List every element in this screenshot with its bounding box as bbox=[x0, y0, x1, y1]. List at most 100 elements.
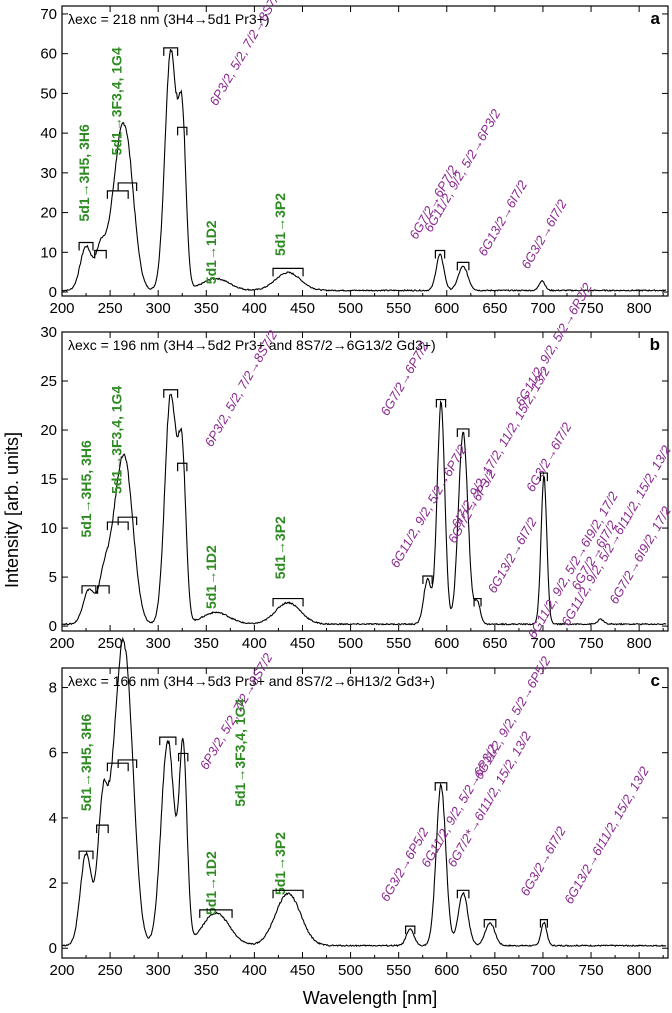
panel-title: λexc = 196 nm (3H4→5d2 Pr3+ and 8S7/2→6G… bbox=[68, 337, 436, 353]
x-tick-label: 200 bbox=[49, 635, 74, 652]
peak-bracket bbox=[456, 889, 470, 899]
spectrum-line-b bbox=[61, 393, 667, 626]
y-tick-label: 15 bbox=[40, 471, 57, 488]
x-tick-label: 750 bbox=[579, 300, 604, 317]
x-tick-label: 350 bbox=[194, 962, 219, 979]
spectrum-line-a bbox=[62, 49, 667, 292]
panel-title: λexc = 218 nm (3H4→5d1 Pr3+) bbox=[68, 11, 270, 27]
peak-bracket bbox=[177, 752, 189, 762]
y-tick-label: 50 bbox=[40, 85, 57, 102]
y-tick-label: 60 bbox=[40, 46, 57, 63]
y-tick-label: 0 bbox=[49, 940, 57, 957]
peak-bracket bbox=[456, 428, 470, 437]
y-tick-label: 10 bbox=[40, 244, 57, 261]
chart-panel-b: 200 250 300 350 400 450 500 550 600 650 700 750 8000… bbox=[40, 280, 672, 652]
peak-bracket bbox=[483, 919, 497, 928]
peak-bracket bbox=[96, 585, 110, 594]
peak-bracket bbox=[435, 398, 447, 408]
annotation-green: 5d1→3F3,4, 1G4 bbox=[232, 698, 248, 806]
x-tick-label: 650 bbox=[482, 635, 507, 652]
panel-letter: b bbox=[650, 335, 660, 354]
x-tick-label: 200 bbox=[49, 962, 74, 979]
annotation-green: 5d1→3H5, 3H6 bbox=[78, 440, 94, 537]
peak-bracket bbox=[422, 575, 433, 585]
y-axis-title: Intensity [arb. units] bbox=[2, 432, 22, 588]
x-tick-label: 300 bbox=[146, 635, 171, 652]
y-tick-label: 4 bbox=[49, 810, 57, 827]
plot-frame bbox=[61, 331, 669, 632]
y-tick-label: 5 bbox=[49, 569, 57, 586]
x-tick-label: 450 bbox=[290, 962, 315, 979]
x-tick-label: 250 bbox=[98, 962, 123, 979]
peak-bracket bbox=[177, 462, 188, 472]
peak-bracket bbox=[272, 267, 304, 277]
plot-frame bbox=[61, 667, 669, 959]
annotation-green: 5d1→1D2 bbox=[203, 851, 219, 915]
x-tick-label: 500 bbox=[338, 962, 363, 979]
x-tick-label: 500 bbox=[338, 300, 363, 317]
peak-bracket bbox=[434, 249, 446, 259]
x-tick-label: 800 bbox=[627, 635, 652, 652]
x-axis-title: Wavelength [nm] bbox=[303, 988, 437, 1008]
annotation-purple: 6G13/2→6I7/2 bbox=[484, 514, 540, 595]
y-tick-label: 25 bbox=[40, 373, 57, 390]
peak-bracket bbox=[456, 261, 470, 271]
x-tick-label: 550 bbox=[386, 635, 411, 652]
y-tick-label: 2 bbox=[49, 875, 57, 892]
panel-title: λexc = 166 nm (3H4→5d3 Pr3+ and 8S7/2→6H… bbox=[68, 673, 435, 689]
peak-bracket bbox=[404, 925, 416, 935]
annotation-purple: 6G13/2→6I11/2, 15/2, 13/2 bbox=[561, 763, 652, 906]
spectrum-line-c bbox=[61, 636, 667, 947]
peak-bracket bbox=[163, 47, 179, 56]
x-tick-label: 400 bbox=[242, 300, 267, 317]
peak-bracket bbox=[163, 389, 179, 398]
x-tick-label: 400 bbox=[242, 962, 267, 979]
y-tick-label: 30 bbox=[40, 324, 57, 341]
x-tick-label: 650 bbox=[482, 962, 507, 979]
annotation-purple: 6G3/2→6I7/2 bbox=[517, 823, 569, 898]
y-tick-label: 30 bbox=[40, 165, 57, 182]
plot-frame bbox=[61, 5, 669, 297]
y-tick-label: 6 bbox=[49, 745, 57, 762]
peak-bracket bbox=[434, 782, 448, 791]
panel-letter: c bbox=[651, 671, 660, 690]
x-tick-label: 300 bbox=[146, 300, 171, 317]
chart-panel-c: 200 250 300 350 400 450 500 550 600 650 700 750 800 0… bbox=[49, 636, 669, 979]
x-tick-label: 500 bbox=[338, 635, 363, 652]
x-tick-label: 600 bbox=[434, 635, 459, 652]
x-tick-label: 650 bbox=[482, 300, 507, 317]
x-tick-label: 400 bbox=[242, 635, 267, 652]
y-tick-label: 40 bbox=[40, 125, 57, 142]
peak-bracket bbox=[117, 759, 138, 768]
peak-bracket bbox=[117, 516, 138, 526]
x-tick-label: 700 bbox=[530, 635, 555, 652]
annotation-green: 5d1→3H5, 3H6 bbox=[78, 714, 94, 811]
annotation-green: 5d1→3P2 bbox=[272, 193, 288, 256]
annotation-purple: 6G3/2→6I7/2 bbox=[518, 196, 570, 271]
annotation-green: 5d1→3F3,4, 1G4 bbox=[109, 386, 125, 494]
x-tick-label: 600 bbox=[434, 962, 459, 979]
x-tick-label: 700 bbox=[530, 962, 555, 979]
peak-bracket bbox=[78, 850, 94, 860]
x-tick-label: 550 bbox=[386, 300, 411, 317]
peak-bracket bbox=[473, 597, 482, 607]
y-tick-label: 20 bbox=[40, 205, 57, 222]
x-tick-label: 600 bbox=[434, 300, 459, 317]
annotation-purple: 6G13/2→6I7/2 bbox=[475, 177, 531, 258]
peak-bracket bbox=[177, 126, 188, 136]
x-tick-label: 800 bbox=[627, 962, 652, 979]
annotation-green: 5d1→1D2 bbox=[203, 545, 219, 609]
annotation-green: 5d1→3F3,4, 1G4 bbox=[109, 47, 125, 155]
chart-panel-a: 200 250 300 350 400 450 500 550 600 650 700 750 800 0… bbox=[40, 0, 669, 317]
y-tick-label: 20 bbox=[40, 422, 57, 439]
peak-bracket bbox=[539, 919, 548, 928]
peak-bracket bbox=[96, 824, 109, 834]
x-tick-label: 750 bbox=[579, 635, 604, 652]
y-tick-label: 10 bbox=[40, 520, 57, 537]
annotation-green: 5d1→3P2 bbox=[272, 832, 288, 895]
x-tick-label: 800 bbox=[627, 300, 652, 317]
peak-bracket bbox=[81, 585, 97, 594]
peak-bracket bbox=[94, 249, 107, 259]
peak-bracket bbox=[272, 597, 304, 607]
